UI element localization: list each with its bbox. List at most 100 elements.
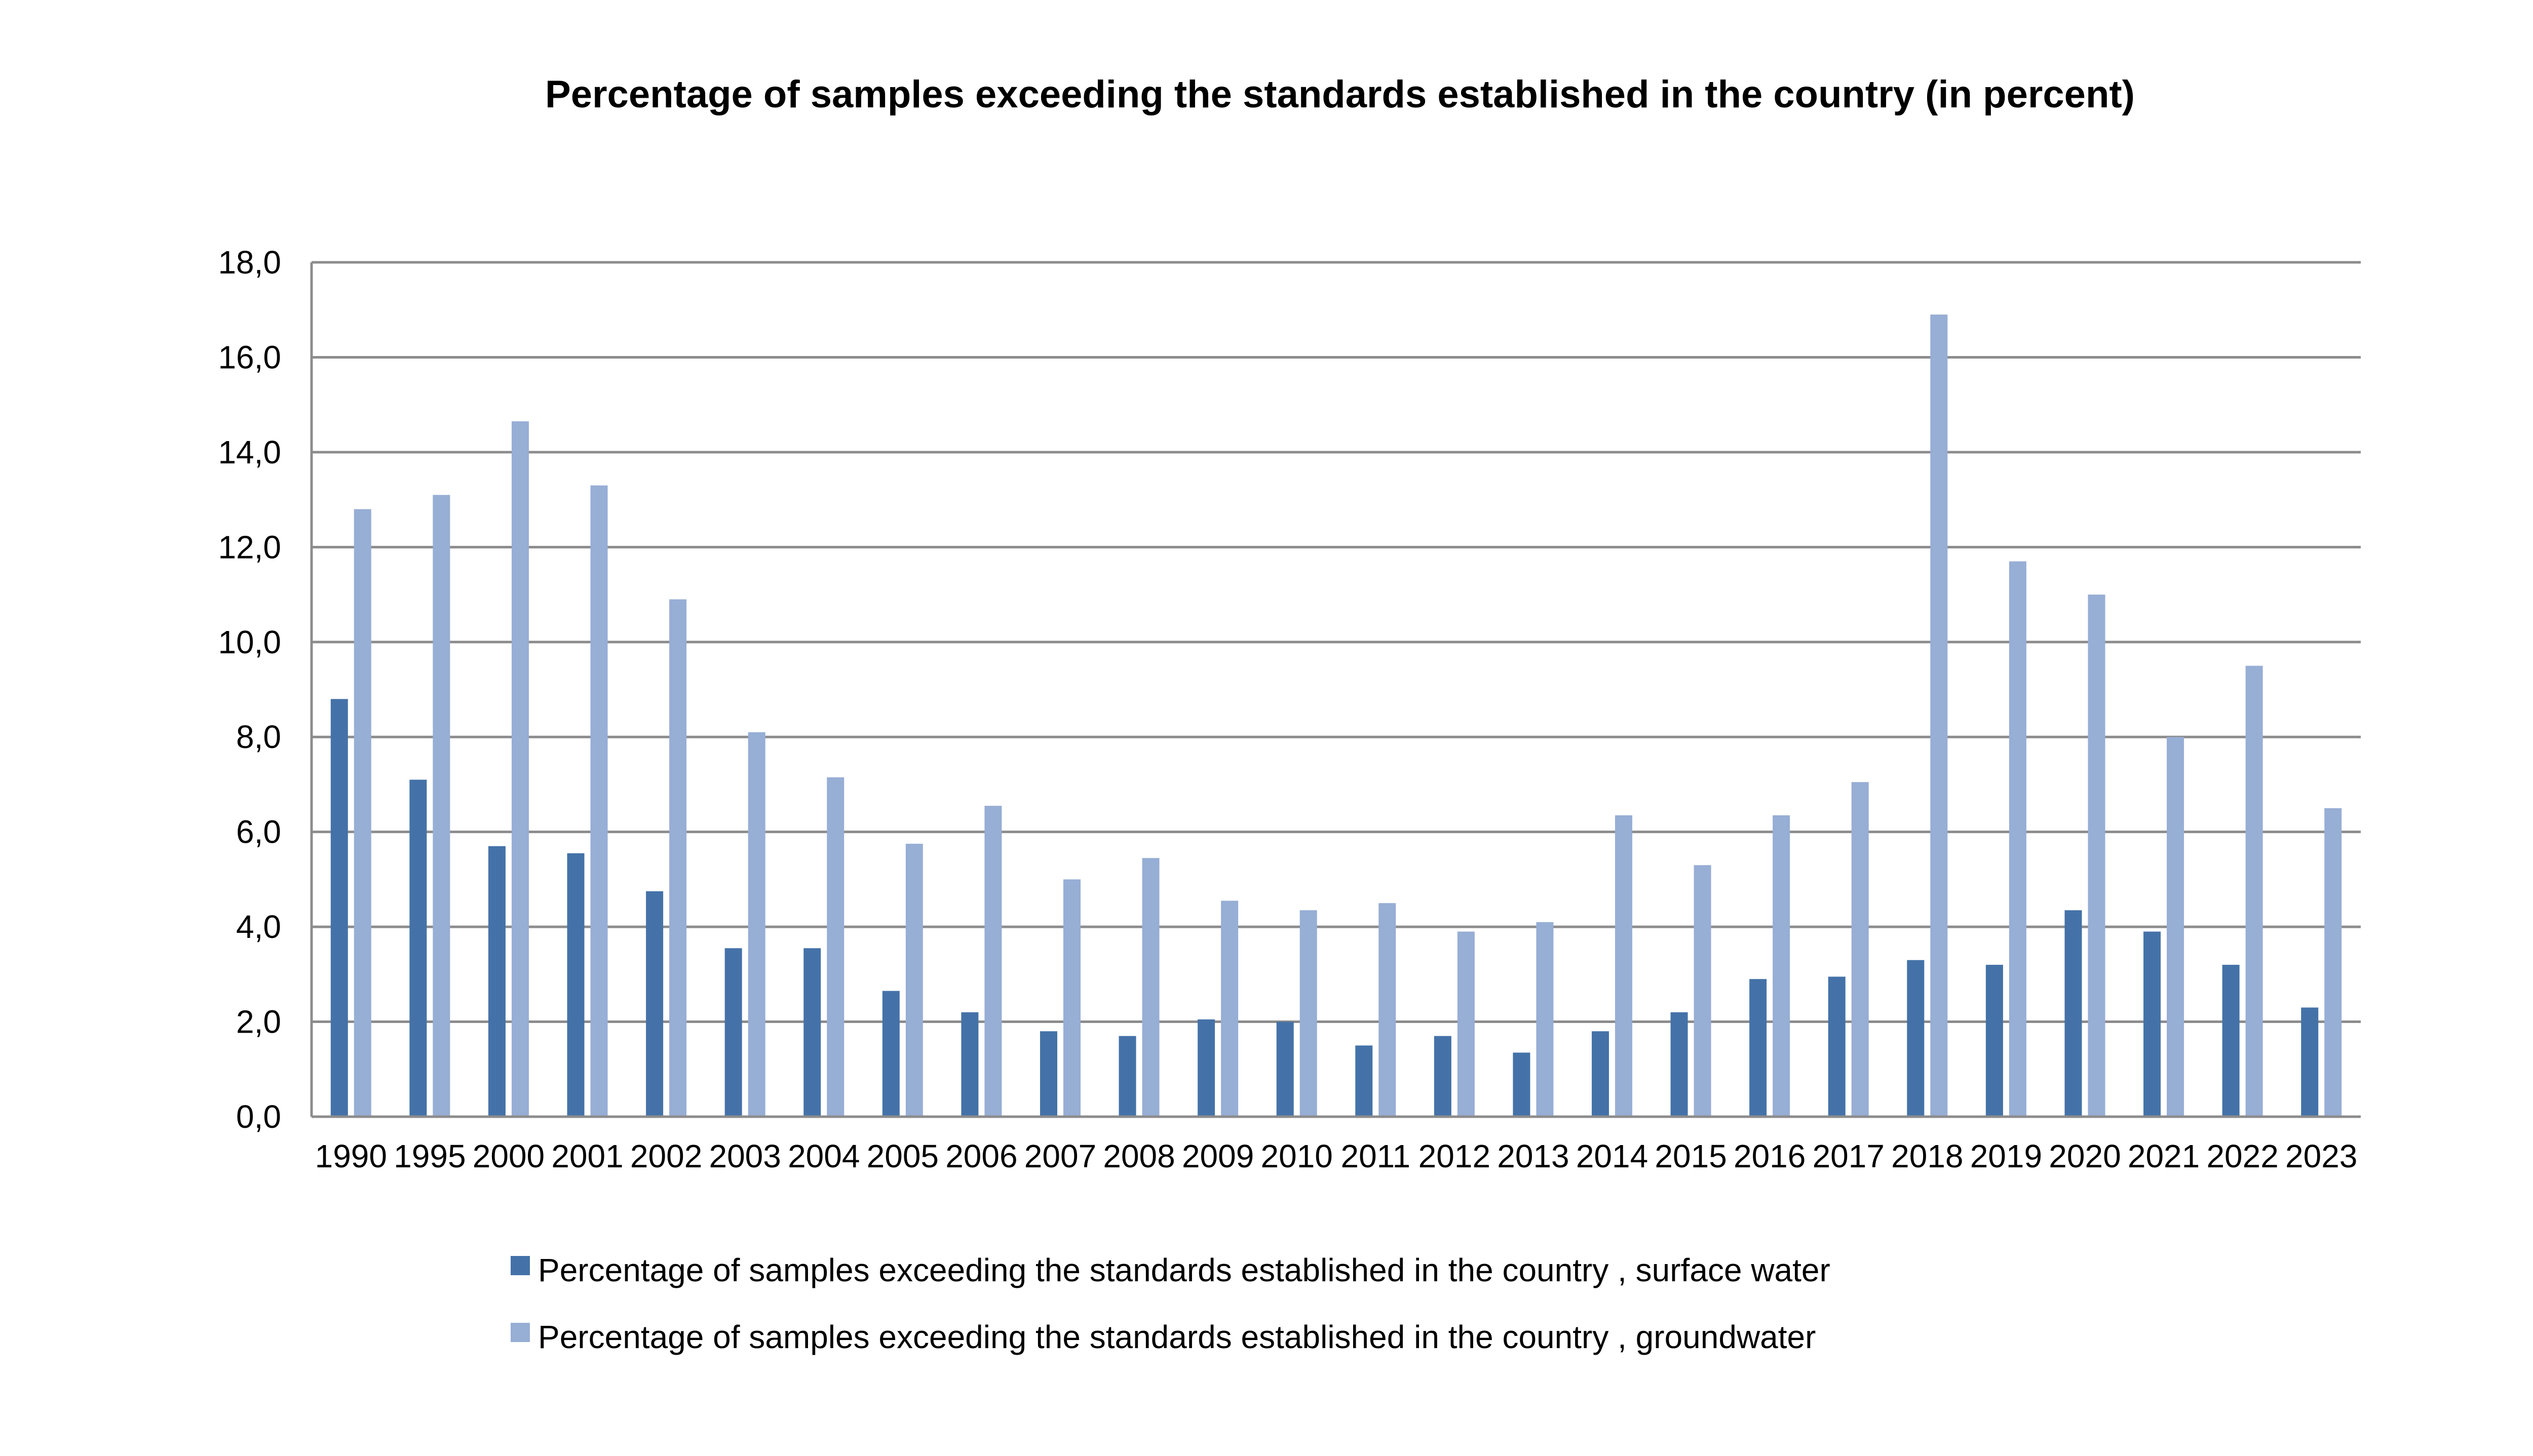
legend-label: Percentage of samples exceeding the stan…: [538, 1252, 1830, 1288]
bar-groundwater: [1221, 900, 1239, 1117]
x-tick-label: 2021: [2128, 1138, 2200, 1174]
bar-groundwater: [905, 844, 923, 1117]
bar-groundwater: [669, 599, 687, 1117]
bar-surface-water: [724, 948, 742, 1117]
bar-surface-water: [1670, 1012, 1688, 1117]
y-tick-label: 12,0: [218, 529, 281, 565]
x-tick-label: 2006: [945, 1138, 1017, 1174]
y-tick-label: 8,0: [236, 719, 281, 755]
bar-surface-water: [1198, 1019, 1215, 1117]
x-tick-label: 2010: [1261, 1138, 1333, 1174]
x-tick-label: 2017: [1813, 1138, 1885, 1174]
legend-label: Percentage of samples exceeding the stan…: [538, 1319, 1816, 1355]
bar-groundwater: [354, 509, 371, 1117]
bar-groundwater: [433, 495, 450, 1117]
bar-surface-water: [1434, 1036, 1451, 1117]
y-tick-label: 4,0: [236, 909, 281, 945]
y-tick-label: 18,0: [218, 244, 281, 281]
legend-swatch: [511, 1323, 530, 1342]
x-tick-label: 2023: [2285, 1138, 2357, 1174]
bar-surface-water: [1513, 1052, 1530, 1117]
bar-groundwater: [2324, 808, 2342, 1117]
bar-groundwater: [1299, 910, 1317, 1117]
x-tick-label: 2000: [473, 1138, 545, 1174]
x-tick-label: 2020: [2049, 1138, 2121, 1174]
x-tick-label: 2007: [1024, 1138, 1096, 1174]
bar-surface-water: [1828, 976, 1846, 1117]
bar-groundwater: [2009, 561, 2026, 1117]
bar-surface-water: [488, 846, 506, 1117]
bar-groundwater: [1615, 815, 1633, 1117]
bar-surface-water: [646, 891, 664, 1117]
bar-groundwater: [2245, 665, 2263, 1117]
x-tick-label: 2003: [709, 1138, 781, 1174]
x-tick-label: 2016: [1734, 1138, 1806, 1174]
bar-surface-water: [1985, 965, 2003, 1117]
bar-surface-water: [2222, 965, 2240, 1117]
x-tick-label: 2018: [1891, 1138, 1963, 1174]
y-tick-label: 16,0: [218, 339, 281, 375]
x-tick-label: 1995: [394, 1138, 466, 1174]
x-tick-label: 2011: [1340, 1138, 1410, 1174]
x-axis-ticks: 1990 1995 2000 2001 2002 2003 2004 2005 2006 2007…: [315, 1138, 2358, 1174]
bar-surface-water: [2143, 931, 2161, 1117]
bar-groundwater: [1930, 314, 1948, 1117]
bar-groundwater: [1773, 815, 1790, 1117]
bar-surface-water: [882, 991, 900, 1117]
bar-surface-water: [2301, 1007, 2319, 1117]
y-tick-label: 14,0: [218, 434, 281, 470]
bar-groundwater: [2167, 737, 2184, 1117]
bar-surface-water: [1592, 1031, 1609, 1117]
bar-surface-water: [1276, 1021, 1294, 1117]
y-tick-label: 2,0: [236, 1004, 281, 1040]
y-tick-label: 6,0: [236, 814, 281, 850]
legend-swatch: [511, 1256, 530, 1275]
bar-groundwater: [1063, 879, 1081, 1117]
x-tick-label: 2013: [1497, 1138, 1569, 1174]
bar-groundwater: [2088, 595, 2105, 1117]
x-tick-label: 2002: [630, 1138, 702, 1174]
x-tick-label: 2015: [1655, 1138, 1726, 1174]
bar-groundwater: [1694, 865, 1711, 1117]
bar-groundwater: [1378, 903, 1396, 1117]
axes: [310, 262, 2361, 1118]
x-tick-label: 1990: [315, 1138, 387, 1174]
bar-surface-water: [1040, 1031, 1057, 1117]
bar-surface-water: [2064, 910, 2082, 1117]
bar-surface-water: [803, 948, 821, 1117]
chart-title: Percentage of samples exceeding the stan…: [545, 73, 2135, 116]
bar-groundwater: [1851, 782, 1869, 1117]
y-tick-label: 0,0: [236, 1098, 281, 1135]
x-tick-label: 2009: [1182, 1138, 1254, 1174]
x-tick-label: 2012: [1418, 1138, 1490, 1174]
bar-groundwater: [1142, 858, 1160, 1117]
bars: [330, 314, 2342, 1117]
x-tick-label: 2014: [1576, 1138, 1648, 1174]
bar-surface-water: [330, 699, 348, 1117]
bar-surface-water: [409, 779, 427, 1117]
gridlines: [312, 261, 2361, 1118]
bar-surface-water: [1355, 1045, 1373, 1117]
bar-groundwater: [748, 732, 765, 1117]
bar-groundwater: [590, 485, 608, 1117]
bar-surface-water: [961, 1012, 979, 1117]
bar-surface-water: [1749, 979, 1767, 1117]
x-tick-label: 2001: [551, 1138, 623, 1174]
legend: Percentage of samples exceeding the stan…: [511, 1252, 1830, 1355]
bar-surface-water: [567, 853, 585, 1117]
bar-groundwater: [1457, 931, 1475, 1117]
bar-surface-water: [1119, 1036, 1136, 1117]
x-tick-label: 2004: [788, 1138, 860, 1174]
bar-groundwater: [984, 806, 1002, 1117]
x-tick-label: 2005: [867, 1138, 939, 1174]
bar-groundwater: [827, 777, 845, 1117]
x-tick-label: 2019: [1970, 1138, 2042, 1174]
bar-groundwater: [511, 421, 529, 1117]
y-axis-ticks: 0,0 2,0 4,0 6,0 8,0 10,0 12,0 14,0 16,0 18,0: [218, 244, 281, 1135]
y-tick-label: 10,0: [218, 624, 281, 660]
x-tick-label: 2022: [2206, 1138, 2278, 1174]
bar-surface-water: [1907, 960, 1925, 1117]
x-tick-label: 2008: [1103, 1138, 1175, 1174]
